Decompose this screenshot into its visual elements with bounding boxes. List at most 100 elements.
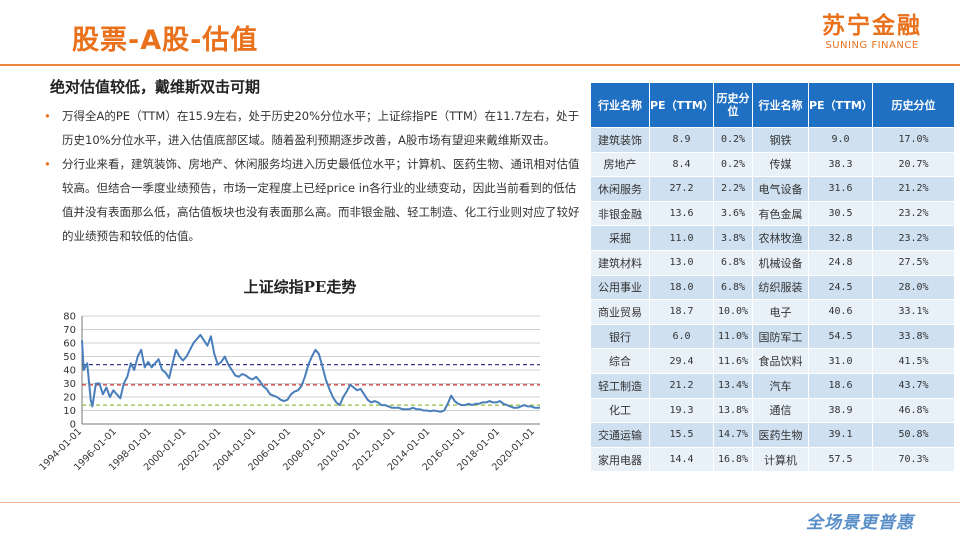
cell-industry: 综合 — [590, 348, 650, 374]
table-body: 建筑装饰 8.9 0.2% 钢铁 9.0 17.0% 房地产 8.4 0.2% 传媒 38.3 20.… — [590, 127, 955, 473]
cell-percentile: 6.8% — [713, 249, 753, 276]
cell-industry: 电气设备 — [752, 176, 809, 202]
cell-percentile: 50.8% — [872, 422, 955, 448]
industry-pe-table: 行业名称 PE（TTM） 历史分位 行业名称 PE（TTM） 历史分位 建筑装饰… — [590, 82, 955, 473]
cell-percentile: 16.8% — [713, 446, 753, 473]
cell-industry: 食品饮料 — [752, 348, 809, 374]
cell-pe: 13.0 — [649, 249, 714, 276]
cell-industry: 农林牧渔 — [752, 225, 809, 251]
table-row: 银行 6.0 11.0% 国防军工 54.5 33.8% — [590, 323, 955, 350]
cell-pe: 15.5 — [649, 422, 714, 448]
cell-percentile: 11.0% — [713, 323, 753, 350]
cell-industry: 国防军工 — [752, 323, 809, 350]
col-header-percentile: 历史分位 — [713, 82, 753, 128]
table-row: 家用电器 14.4 16.8% 计算机 57.5 70.3% — [590, 446, 955, 473]
y-axis-labels: 0 10 20 30 40 50 60 70 80 — [63, 312, 76, 431]
table-row: 休闲服务 27.2 2.2% 电气设备 31.6 21.2% — [590, 176, 955, 202]
cell-industry: 采掘 — [590, 225, 650, 251]
brand-logo-chinese: 苏宁金融 — [822, 13, 922, 39]
cell-percentile: 41.5% — [872, 348, 955, 374]
cell-percentile: 13.4% — [713, 372, 753, 399]
cell-percentile: 3.8% — [713, 225, 753, 251]
col-header-pe: PE（TTM） — [649, 82, 714, 128]
cell-pe: 18.7 — [649, 299, 714, 325]
pe-series-line — [81, 333, 540, 413]
cell-percentile: 3.6% — [713, 200, 753, 227]
cell-pe: 19.3 — [649, 397, 714, 424]
cell-industry: 休闲服务 — [590, 176, 650, 202]
table-row: 化工 19.3 13.8% 通信 38.9 46.8% — [590, 397, 955, 424]
y-tick-label: 40 — [63, 366, 76, 377]
table-row: 非银金融 13.6 3.6% 有色金属 30.5 23.2% — [590, 200, 955, 227]
col-header-industry: 行业名称 — [752, 82, 809, 128]
cell-percentile: 43.7% — [872, 372, 955, 399]
chart-grid — [81, 315, 540, 425]
table-row: 轻工制造 21.2 13.4% 汽车 18.6 43.7% — [590, 372, 955, 399]
footer-slogan: 全场景更普惠 — [806, 513, 914, 533]
y-tick-label: 20 — [63, 393, 76, 404]
section-heading: 绝对估值较低，戴维斯双击可期 — [50, 78, 261, 96]
cell-pe: 40.6 — [808, 299, 873, 325]
table-row: 采掘 11.0 3.8% 农林牧渔 32.8 23.2% — [590, 225, 955, 251]
bullet-text: 万得全A的PE（TTM）在15.9左右，处于历史20%分位水平；上证综指PE（T… — [62, 109, 580, 147]
pe-trend-chart: 上证综指PE走势 0 10 20 30 40 50 60 70 80 1994-01-01199… — [37, 278, 540, 473]
cell-industry: 房地产 — [590, 151, 650, 178]
cell-industry: 非银金融 — [590, 200, 650, 227]
bullet-item: • 万得全A的PE（TTM）在15.9左右，处于历史20%分位水平；上证综指PE（… — [44, 104, 584, 152]
cell-percentile: 21.2% — [872, 176, 955, 202]
cell-percentile: 46.8% — [872, 397, 955, 424]
cell-industry: 轻工制造 — [590, 372, 650, 399]
cell-pe: 18.0 — [649, 274, 714, 301]
col-header-pe: PE（TTM） — [808, 82, 873, 128]
cell-industry: 钢铁 — [752, 127, 809, 153]
table-row: 房地产 8.4 0.2% 传媒 38.3 20.7% — [590, 151, 955, 178]
cell-pe: 32.8 — [808, 225, 873, 251]
cell-percentile: 28.0% — [872, 274, 955, 301]
reference-lines — [82, 363, 540, 406]
brand-logo: 苏宁金融 SUNING FINANCE — [808, 12, 936, 52]
cell-pe: 57.5 — [808, 446, 873, 473]
cell-percentile: 23.2% — [872, 225, 955, 251]
table-row: 公用事业 18.0 6.8% 纺织服装 24.5 28.0% — [590, 274, 955, 301]
y-tick-label: 50 — [63, 352, 76, 363]
cell-percentile: 10.0% — [713, 299, 753, 325]
chart-title: 上证综指PE走势 — [244, 278, 357, 296]
y-tick-label: 10 — [63, 406, 76, 417]
cell-pe: 27.2 — [649, 176, 714, 202]
cell-percentile: 6.8% — [713, 274, 753, 301]
table-header-row: 行业名称 PE（TTM） 历史分位 行业名称 PE（TTM） 历史分位 — [590, 82, 955, 128]
cell-industry: 电子 — [752, 299, 809, 325]
cell-industry: 汽车 — [752, 372, 809, 399]
cell-industry: 交通运输 — [590, 422, 650, 448]
cell-percentile: 33.1% — [872, 299, 955, 325]
cell-percentile: 20.7% — [872, 151, 955, 178]
cell-pe: 24.8 — [808, 249, 873, 276]
cell-pe: 11.0 — [649, 225, 714, 251]
bullet-item: • 分行业来看，建筑装饰、房地产、休闲服务均进入历史最低位水平；计算机、医药生物、… — [44, 152, 584, 248]
cell-pe: 39.1 — [808, 422, 873, 448]
brand-logo-english: SUNING FINANCE — [825, 40, 919, 51]
cell-pe: 29.4 — [649, 348, 714, 374]
cell-percentile: 70.3% — [872, 446, 955, 473]
header-divider — [0, 64, 960, 66]
cell-industry: 通信 — [752, 397, 809, 424]
cell-percentile: 0.2% — [713, 151, 753, 178]
cell-pe: 9.0 — [808, 127, 873, 153]
bullet-text: 分行业来看，建筑装饰、房地产、休闲服务均进入历史最低位水平；计算机、医药生物、通… — [62, 157, 580, 243]
y-tick-label: 30 — [63, 379, 76, 390]
cell-percentile: 13.8% — [713, 397, 753, 424]
cell-pe: 21.2 — [649, 372, 714, 399]
table-row: 建筑装饰 8.9 0.2% 钢铁 9.0 17.0% — [590, 127, 955, 153]
y-tick-label: 0 — [70, 420, 76, 431]
cell-industry: 建筑材料 — [590, 249, 650, 276]
cell-pe: 30.5 — [808, 200, 873, 227]
cell-pe: 31.6 — [808, 176, 873, 202]
cell-percentile: 14.7% — [713, 422, 753, 448]
col-header-percentile: 历史分位 — [872, 82, 955, 128]
cell-pe: 6.0 — [649, 323, 714, 350]
y-tick-label: 70 — [63, 325, 76, 336]
cell-industry: 计算机 — [752, 446, 809, 473]
cell-pe: 8.4 — [649, 151, 714, 178]
y-tick-label: 60 — [63, 339, 76, 350]
bullet-dot-icon: • — [44, 157, 51, 171]
